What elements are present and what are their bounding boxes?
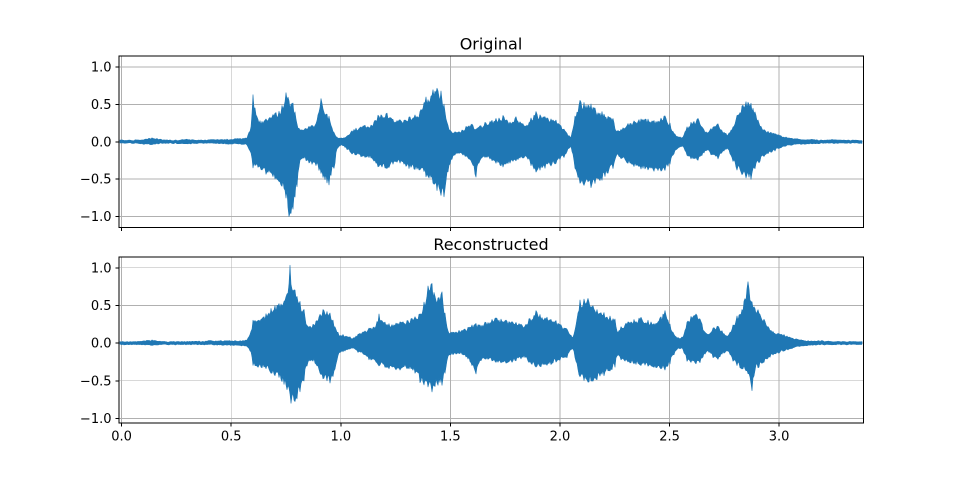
y-tick-label: −1.0: [80, 412, 112, 427]
y-tick-label: −0.5: [80, 173, 112, 188]
axes-frame: [118, 256, 864, 424]
y-tick-label: −1.0: [80, 210, 112, 225]
y-tick-label: 1.0: [91, 61, 112, 76]
plot-title-reconstructed: Reconstructed: [433, 235, 548, 254]
x-tick-label: 2.5: [659, 430, 680, 445]
x-tick-label: 2.0: [550, 430, 571, 445]
waveform-original: [119, 87, 863, 217]
x-tick-label: 0.0: [111, 430, 132, 445]
waveform-reconstructed: [119, 264, 863, 404]
reconstructed-plot: 0.0 0.5 1.0 1.5 2.0 2.5 3.0 1.0 0.5 0.0 −0.5 −1.0: [80, 256, 864, 445]
y-tick-label: 0.5: [91, 299, 112, 314]
x-tick-label: 1.5: [440, 430, 461, 445]
y-tick-label: 0.0: [91, 337, 112, 352]
plot-title-original: Original: [460, 35, 523, 54]
y-tick-label: 0.5: [91, 98, 112, 113]
x-tick-label: 1.0: [330, 430, 351, 445]
y-tick-label: 1.0: [91, 261, 112, 276]
y-tick-label: 0.0: [91, 135, 112, 150]
original-plot: 1.0 0.5 0.0 −0.5 −1.0: [80, 55, 864, 231]
y-tick-label: −0.5: [80, 374, 112, 389]
x-tick-label: 0.5: [221, 430, 242, 445]
x-tick-label: 3.0: [769, 430, 790, 445]
